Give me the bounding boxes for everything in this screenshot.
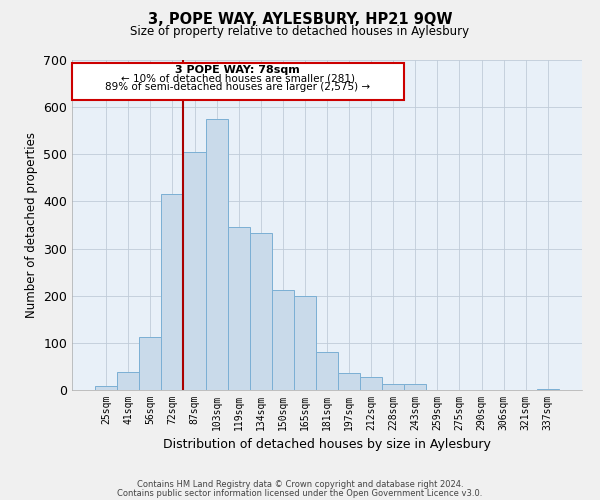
Text: Contains public sector information licensed under the Open Government Licence v3: Contains public sector information licen… xyxy=(118,488,482,498)
Bar xyxy=(250,233,272,390)
Bar xyxy=(206,119,227,390)
Bar xyxy=(382,384,404,390)
Bar xyxy=(294,296,316,390)
Text: Size of property relative to detached houses in Aylesbury: Size of property relative to detached ho… xyxy=(130,25,470,38)
Bar xyxy=(139,336,161,390)
X-axis label: Distribution of detached houses by size in Aylesbury: Distribution of detached houses by size … xyxy=(163,438,491,452)
Bar xyxy=(117,372,139,390)
Text: 89% of semi-detached houses are larger (2,575) →: 89% of semi-detached houses are larger (… xyxy=(105,82,370,92)
Bar xyxy=(95,386,117,390)
Text: ← 10% of detached houses are smaller (281): ← 10% of detached houses are smaller (28… xyxy=(121,74,355,84)
Bar xyxy=(338,372,360,390)
Bar xyxy=(404,384,427,390)
FancyBboxPatch shape xyxy=(72,64,404,100)
Bar xyxy=(227,228,250,390)
Bar xyxy=(184,152,206,390)
Bar xyxy=(316,352,338,390)
Text: Contains HM Land Registry data © Crown copyright and database right 2024.: Contains HM Land Registry data © Crown c… xyxy=(137,480,463,489)
Text: 3 POPE WAY: 78sqm: 3 POPE WAY: 78sqm xyxy=(175,65,300,75)
Bar xyxy=(360,378,382,390)
Text: 3, POPE WAY, AYLESBURY, HP21 9QW: 3, POPE WAY, AYLESBURY, HP21 9QW xyxy=(148,12,452,28)
Bar xyxy=(272,290,294,390)
Bar xyxy=(161,194,184,390)
Bar xyxy=(537,389,559,390)
Y-axis label: Number of detached properties: Number of detached properties xyxy=(25,132,38,318)
